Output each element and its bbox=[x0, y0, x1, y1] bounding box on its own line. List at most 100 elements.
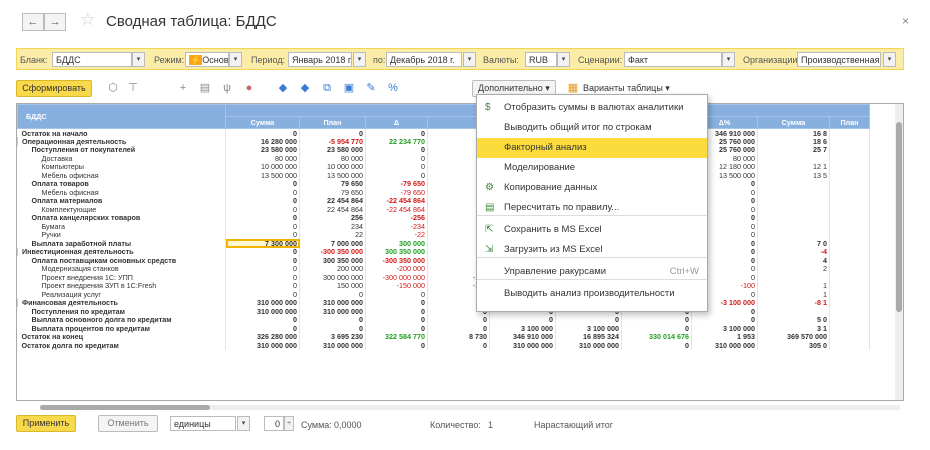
period-from-dropdown[interactable]: ▾ bbox=[353, 52, 366, 67]
table-cell[interactable]: 305 0 bbox=[757, 341, 830, 350]
table-cell[interactable]: 80 000 bbox=[691, 154, 758, 163]
table-cell[interactable]: 22 454 864 bbox=[299, 196, 366, 205]
row-label[interactable]: Поступления от покупателей bbox=[17, 145, 226, 154]
table-cell[interactable]: 25 7 bbox=[757, 145, 830, 154]
table-cell[interactable]: 3 100 000 bbox=[489, 324, 556, 333]
table-cell[interactable]: 0 bbox=[299, 290, 366, 299]
table-cell[interactable]: 1 953 bbox=[691, 332, 758, 341]
table-cell[interactable]: 0 bbox=[427, 341, 490, 350]
row-label[interactable]: Оплата материалов bbox=[17, 196, 226, 205]
cancel-button[interactable]: Отменить bbox=[98, 415, 158, 432]
table-cell[interactable]: 0 bbox=[691, 307, 758, 316]
table-row[interactable]: Операционная деятельность 16 280 000 -5 95… bbox=[17, 137, 870, 146]
table-cell[interactable]: 3 100 000 bbox=[555, 324, 622, 333]
table-cell[interactable]: 0 bbox=[365, 128, 428, 137]
table-cell[interactable]: 23 580 000 bbox=[299, 145, 366, 154]
table-cell[interactable]: 18 6 bbox=[757, 137, 830, 146]
blank-dropdown[interactable]: ▾ bbox=[132, 52, 145, 67]
table-row[interactable]: Выплата процентов по кредитам 0 0 0 0 3 100 0… bbox=[17, 324, 870, 333]
period-to-field[interactable]: Декабрь 2018 г. bbox=[386, 52, 462, 67]
table-cell[interactable]: 16 895 324 bbox=[555, 332, 622, 341]
table-cell[interactable]: 3 695 230 bbox=[299, 332, 366, 341]
back-button[interactable]: ← bbox=[22, 13, 44, 31]
table-cell[interactable]: 16 8 bbox=[757, 128, 830, 137]
menu-item[interactable]: ⇲ Загрузить из MS Excel bbox=[477, 240, 707, 260]
units-dropdown[interactable]: ▾ bbox=[237, 416, 250, 431]
table-cell[interactable]: 0 bbox=[299, 324, 366, 333]
table-cell[interactable]: 0 bbox=[225, 179, 300, 188]
table-cell[interactable]: 0 bbox=[225, 128, 300, 137]
table-cell[interactable]: -256 bbox=[365, 213, 428, 222]
table-cell[interactable]: 0 bbox=[365, 154, 428, 163]
delete-icon[interactable]: ▤ bbox=[199, 82, 211, 94]
percent-icon[interactable]: % bbox=[388, 82, 398, 94]
table-cell[interactable]: 0 bbox=[691, 205, 758, 214]
table-cell[interactable]: 330 014 676 bbox=[621, 332, 692, 341]
table-cell[interactable]: 369 570 000 bbox=[757, 332, 830, 341]
table-cell[interactable]: 0 bbox=[225, 281, 300, 290]
table-cell[interactable]: 0 bbox=[225, 273, 300, 282]
table-cell[interactable]: 310 000 000 bbox=[299, 307, 366, 316]
variants-icon[interactable]: ▦ bbox=[567, 82, 579, 94]
table-cell[interactable]: 12 180 000 bbox=[691, 162, 758, 171]
table-cell[interactable]: 16 280 000 bbox=[225, 137, 300, 146]
table-cell[interactable]: 0 bbox=[691, 264, 758, 273]
table-cell[interactable]: 300 350 000 bbox=[299, 256, 366, 265]
table-cell[interactable]: 80 000 bbox=[225, 154, 300, 163]
menu-item[interactable]: Выводить анализ производительности bbox=[477, 284, 707, 304]
table-cell[interactable]: -79 650 bbox=[365, 179, 428, 188]
table-cell[interactable] bbox=[757, 154, 830, 163]
apply-button[interactable]: Применить bbox=[16, 415, 76, 432]
table-cell[interactable]: 79 650 bbox=[299, 179, 366, 188]
row-label[interactable]: Оплата канцелярских товаров bbox=[17, 213, 226, 222]
table-cell[interactable]: -300 000 000 bbox=[365, 273, 428, 282]
row-label[interactable]: Реализация услуг bbox=[17, 290, 226, 299]
table-cell[interactable]: 0 bbox=[225, 247, 300, 256]
table-cell[interactable]: -22 454 864 bbox=[365, 205, 428, 214]
row-label[interactable]: Комплектующие bbox=[17, 205, 226, 214]
row-label[interactable]: Мебель офисная bbox=[17, 171, 226, 180]
table-cell[interactable]: 0 bbox=[691, 222, 758, 231]
table-cell[interactable] bbox=[757, 213, 830, 222]
table-cell[interactable]: 0 bbox=[365, 145, 428, 154]
table-cell[interactable]: 310 000 000 bbox=[225, 298, 300, 307]
table-cell[interactable]: 22 bbox=[299, 230, 366, 239]
row-label[interactable]: Операционная деятельность bbox=[17, 137, 226, 146]
table-cell[interactable]: 0 bbox=[691, 239, 758, 248]
table-cell[interactable]: 0 bbox=[225, 205, 300, 214]
table-cell[interactable]: 0 bbox=[365, 341, 428, 350]
row-label[interactable]: Модернизация станков bbox=[17, 264, 226, 273]
table-cell[interactable]: 25 760 000 bbox=[691, 137, 758, 146]
horizontal-scrollbar[interactable] bbox=[40, 405, 900, 410]
table-cell[interactable]: 13 500 000 bbox=[225, 171, 300, 180]
table-cell[interactable]: 0 bbox=[365, 162, 428, 171]
units-field[interactable]: единицы bbox=[170, 416, 236, 431]
table-cell[interactable]: 322 584 770 bbox=[365, 332, 428, 341]
table-cell[interactable]: 310 000 000 bbox=[299, 298, 366, 307]
blank-field[interactable]: БДДС bbox=[52, 52, 132, 67]
table-cell[interactable]: 0 bbox=[427, 324, 490, 333]
table-cell[interactable]: 0 bbox=[691, 179, 758, 188]
table-cell[interactable]: 0 bbox=[365, 298, 428, 307]
stepper-arrows[interactable]: ÷ bbox=[284, 416, 294, 431]
table-cell[interactable]: 0 bbox=[225, 315, 300, 324]
currency-dropdown[interactable]: ▾ bbox=[557, 52, 570, 67]
table-cell[interactable]: 1 bbox=[757, 281, 830, 290]
table-cell[interactable]: 0 bbox=[621, 341, 692, 350]
table-cell[interactable]: 0 bbox=[225, 188, 300, 197]
table-cell[interactable]: -5 954 770 bbox=[299, 137, 366, 146]
org-dropdown[interactable]: ▾ bbox=[883, 52, 896, 67]
table-cell[interactable]: -200 000 bbox=[365, 264, 428, 273]
tree-icon[interactable]: ψ bbox=[223, 82, 231, 94]
table-cell[interactable]: 7 0 bbox=[757, 239, 830, 248]
filter-icon[interactable]: ⊤ bbox=[128, 82, 138, 94]
table-cell[interactable]: -234 bbox=[365, 222, 428, 231]
table-row[interactable]: Поступления от покупателей 23 580 000 23 5… bbox=[17, 145, 870, 154]
table-cell[interactable]: 0 bbox=[225, 290, 300, 299]
table-cell[interactable]: -3 100 000 bbox=[691, 298, 758, 307]
